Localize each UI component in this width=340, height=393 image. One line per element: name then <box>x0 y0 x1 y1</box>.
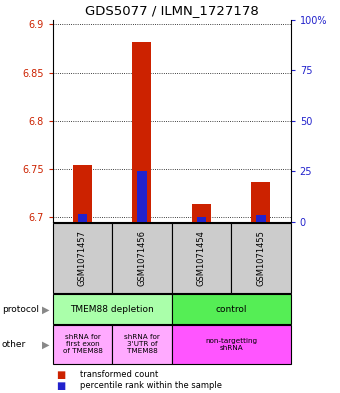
Text: GSM1071455: GSM1071455 <box>256 230 266 286</box>
Text: GSM1071456: GSM1071456 <box>137 230 147 286</box>
Text: ■: ■ <box>56 381 65 391</box>
Text: TMEM88 depletion: TMEM88 depletion <box>70 305 154 314</box>
Title: GDS5077 / ILMN_1727178: GDS5077 / ILMN_1727178 <box>85 4 259 17</box>
Text: transformed count: transformed count <box>80 370 158 379</box>
Text: percentile rank within the sample: percentile rank within the sample <box>80 382 222 390</box>
Text: ■: ■ <box>56 369 65 380</box>
Text: protocol: protocol <box>2 305 39 314</box>
Bar <box>197 217 206 222</box>
Text: non-targetting
shRNA: non-targetting shRNA <box>205 338 257 351</box>
Bar <box>252 182 271 222</box>
Text: other: other <box>2 340 26 349</box>
Text: shRNA for
first exon
of TMEM88: shRNA for first exon of TMEM88 <box>63 334 102 354</box>
Text: GSM1071454: GSM1071454 <box>197 230 206 286</box>
Bar <box>73 165 92 222</box>
Text: ▶: ▶ <box>42 304 50 314</box>
Bar <box>192 204 211 222</box>
Text: control: control <box>216 305 247 314</box>
Bar <box>256 215 266 222</box>
Text: GSM1071457: GSM1071457 <box>78 230 87 286</box>
Bar <box>133 42 152 222</box>
Bar <box>78 214 87 222</box>
Text: shRNA for
3'UTR of
TMEM88: shRNA for 3'UTR of TMEM88 <box>124 334 160 354</box>
Text: ▶: ▶ <box>42 339 50 349</box>
Bar <box>137 171 147 222</box>
